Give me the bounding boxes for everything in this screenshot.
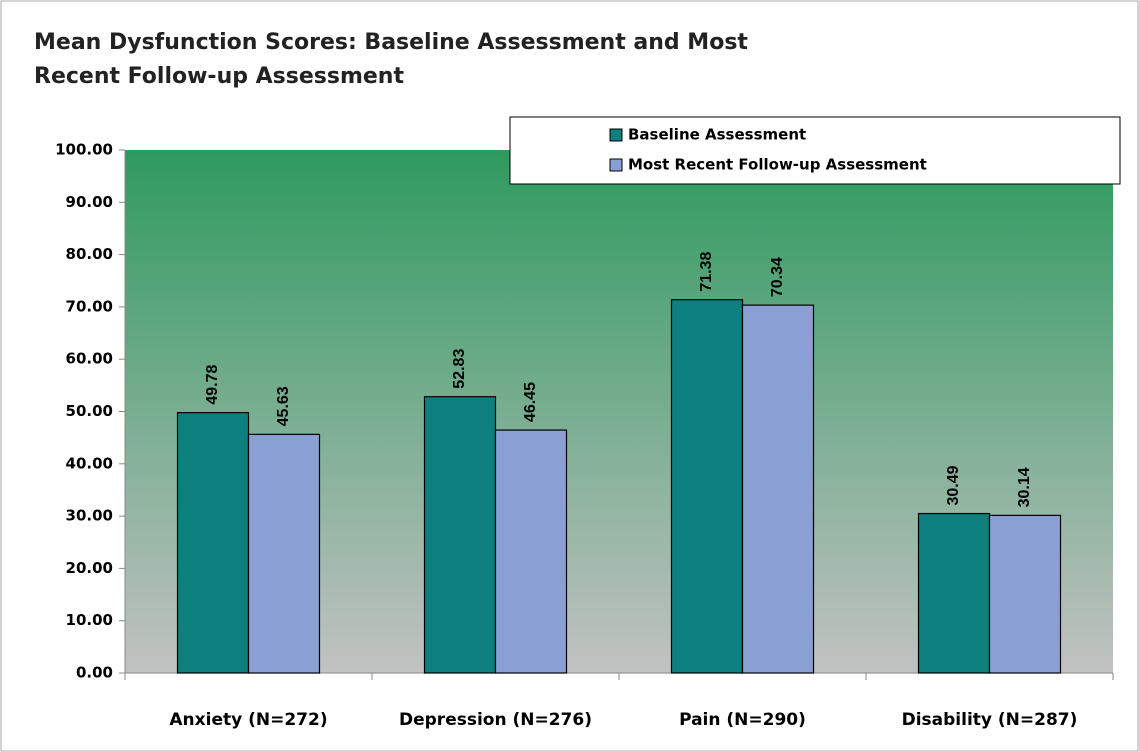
y-tick-label: 70.00 — [66, 297, 113, 315]
x-tick-label: Pain (N=290) — [679, 710, 806, 730]
value-label: 71.38 — [698, 252, 715, 292]
bar — [423, 396, 497, 674]
y-tick-label: 40.00 — [66, 454, 113, 472]
value-label: 52.83 — [451, 349, 468, 389]
chart-title: Mean Dysfunction Scores: Baseline Assess… — [34, 30, 748, 89]
bar — [988, 514, 1062, 674]
y-tick-label: 0.00 — [76, 664, 113, 682]
bar — [741, 304, 815, 674]
y-tick-label: 60.00 — [66, 350, 113, 368]
value-label: 70.34 — [769, 257, 786, 297]
bar — [247, 433, 321, 674]
x-tick-label: Disability (N=287) — [902, 710, 1078, 730]
value-label: 45.63 — [275, 386, 292, 426]
value-label: 49.78 — [204, 365, 221, 405]
value-label: 30.49 — [945, 465, 962, 505]
y-tick-label: 20.00 — [66, 559, 113, 577]
legend-label: Baseline Assessment — [628, 126, 806, 144]
bar — [176, 412, 250, 674]
value-label: 30.14 — [1016, 467, 1033, 507]
y-tick-label: 30.00 — [66, 507, 113, 525]
y-tick-label: 10.00 — [66, 611, 113, 629]
y-tick-label: 100.00 — [55, 141, 113, 159]
y-tick-label: 90.00 — [66, 193, 113, 211]
bar — [494, 429, 568, 674]
y-tick-label: 50.00 — [66, 402, 113, 420]
x-tick-label: Anxiety (N=272) — [169, 710, 327, 730]
legend-box — [509, 116, 1121, 185]
legend-label: Most Recent Follow-up Assessment — [628, 156, 927, 174]
y-tick-label: 80.00 — [66, 245, 113, 263]
bar — [670, 299, 744, 674]
legend-swatch — [609, 158, 623, 172]
legend-swatch — [609, 128, 623, 142]
x-tick-label: Depression (N=276) — [399, 710, 592, 730]
value-label: 46.45 — [522, 382, 539, 422]
bar — [917, 512, 991, 674]
